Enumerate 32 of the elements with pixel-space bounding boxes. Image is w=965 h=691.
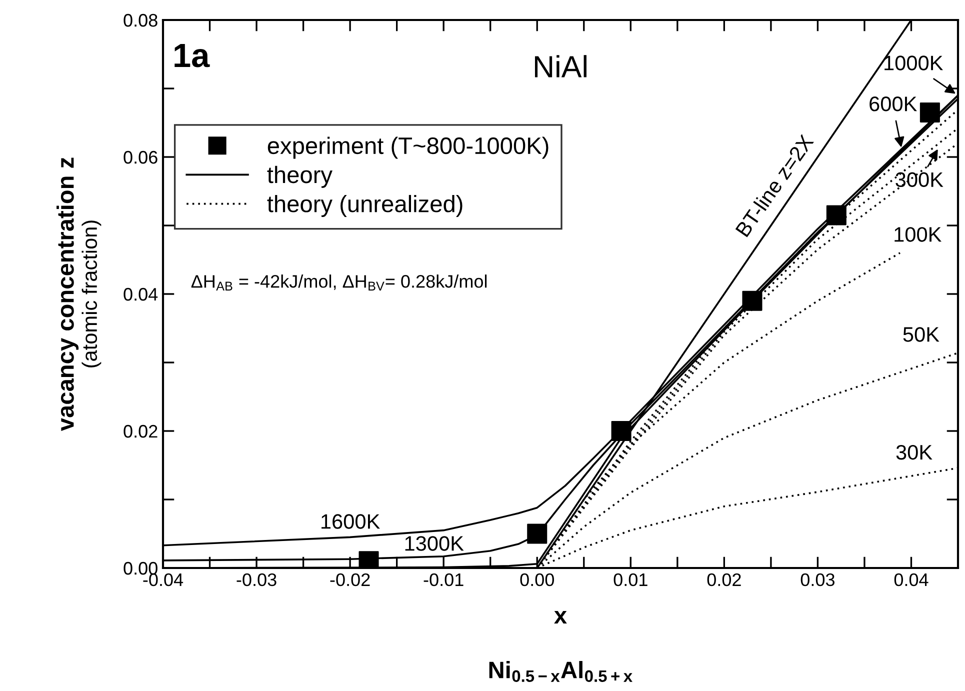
y-axis-title: vacancy concentration z <box>56 158 79 432</box>
annotation: 1600K <box>322 514 380 529</box>
legend-label: experiment (T~800-1000K) <box>268 136 548 159</box>
text: Ni$_{0.5−x}$Al$_{0.5+x}$ <box>489 660 632 682</box>
annotation: 1300K <box>405 536 464 551</box>
annotation: 300K <box>896 172 944 188</box>
x-tick-label: -0.04 <box>143 573 184 586</box>
annotation: 1000K <box>884 56 944 70</box>
legend-label: theory (unrealized) <box>267 194 462 217</box>
annotation: 1a <box>174 44 210 68</box>
x-tick-label: 0.03 <box>800 573 834 586</box>
y-tick-label: 0.04 <box>124 288 158 301</box>
x-tick-label: 0.01 <box>614 573 648 586</box>
text: NiAl <box>534 55 586 78</box>
x-axis-title: x <box>554 610 567 624</box>
y-tick-label: 0.02 <box>124 424 158 438</box>
y-tick-label: 0.00 <box>124 562 158 575</box>
annotation: 600K <box>870 96 917 112</box>
x-tick-label: 0.00 <box>520 573 554 586</box>
x-tick-label: 0.04 <box>894 573 928 586</box>
y-tick-label: 0.06 <box>124 150 158 164</box>
annotation: 30K <box>896 444 932 460</box>
x-tick-label: 0.02 <box>707 573 741 586</box>
x-tick-label: -0.01 <box>424 573 464 586</box>
legend-label: theory <box>267 166 332 188</box>
annotation: ΔH$_{AB}$ = -42kJ/mol, ΔH$_{BV}$= 0.28kJ/mol <box>191 274 487 290</box>
y-tick-label: 0.08 <box>124 14 158 27</box>
annotation: 100K <box>894 227 942 242</box>
annotation: 50K <box>903 327 940 342</box>
x-tick-label: -0.02 <box>330 573 370 586</box>
x-tick-label: -0.03 <box>236 573 276 586</box>
text: (atomic fraction) <box>82 220 102 368</box>
